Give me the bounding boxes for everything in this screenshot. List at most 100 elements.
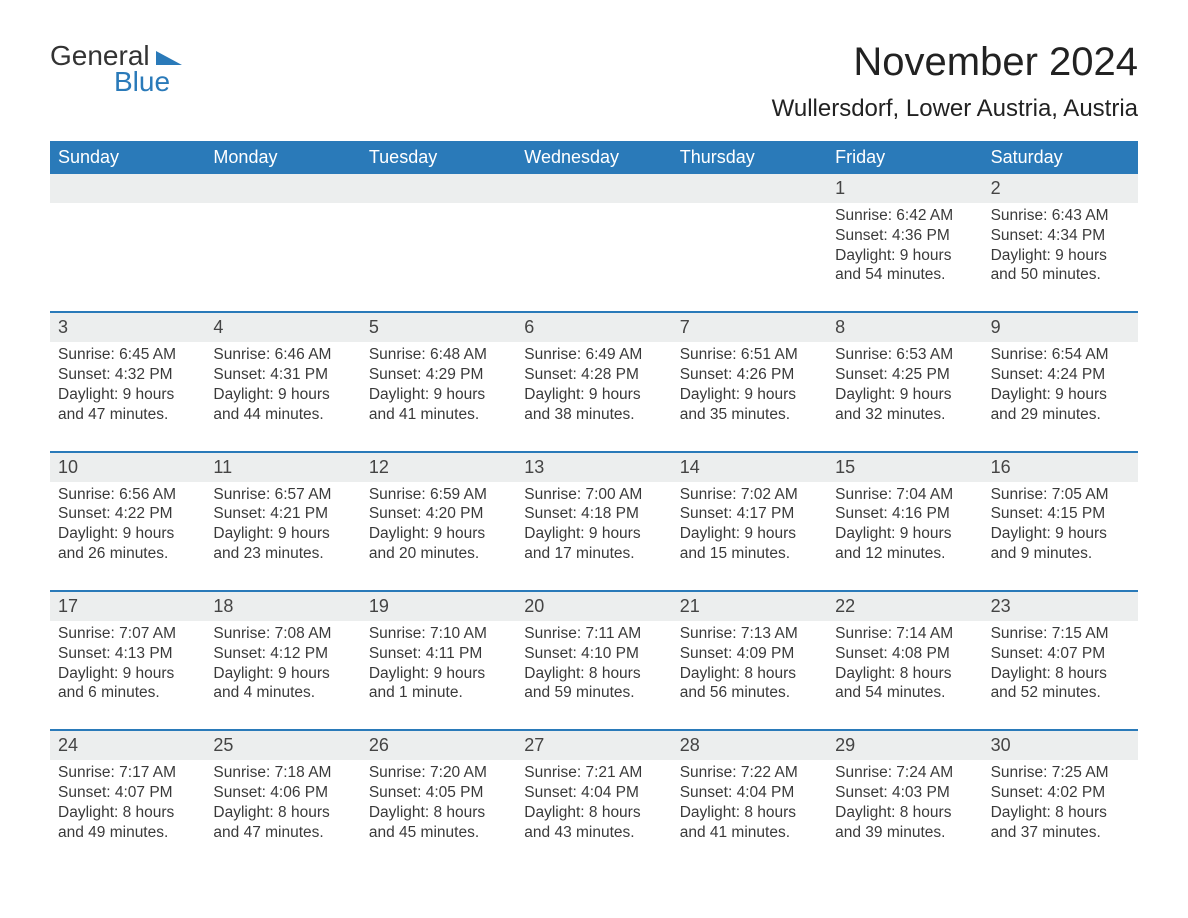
- sunrise-line: Sunrise: 7:05 AM: [991, 486, 1109, 503]
- day-cell: Sunrise: 7:21 AMSunset: 4:04 PMDaylight:…: [516, 760, 671, 850]
- day-info: Sunrise: 6:48 AM Sunset: 4:29 PM Daylight:…: [369, 342, 508, 424]
- logo: General Blue: [50, 40, 182, 98]
- sunset-line: Sunset: 4:16 PM: [835, 505, 950, 522]
- sunset-line: Sunset: 4:22 PM: [58, 505, 173, 522]
- day-info: Sunrise: 6:53 AMSunset: 4:25 PMDaylight:…: [835, 342, 974, 424]
- week-body-row: Sunrise: 6:42 AMSunset: 4:36 PMDaylight:…: [50, 203, 1138, 293]
- day-cell: Sunrise: 6:51 AMSunset: 4:26 PMDaylight:…: [672, 342, 827, 432]
- month-title: November 2024: [772, 40, 1138, 85]
- day-info: Sunrise: 7:00 AMSunset: 4:18 PMDaylight:…: [524, 482, 663, 564]
- day-cell: [50, 203, 205, 293]
- weekday-header-cell: Friday: [827, 141, 982, 174]
- day-cell: Sunrise: 7:05 AMSunset: 4:15 PMDaylight:…: [983, 482, 1138, 572]
- daylight-line: Daylight: 9 hours and 35 minutes.: [680, 386, 796, 423]
- week-daynum-row: 24252627282930: [50, 729, 1138, 760]
- day-number: 23: [991, 594, 1011, 619]
- week-daynum-row: 10111213141516: [50, 451, 1138, 482]
- daylight-line: Daylight: 8 hours and 49 minutes.: [58, 804, 174, 841]
- daynum-cell: [516, 174, 671, 203]
- sunrise-line: Sunrise: 6:48 AM: [369, 346, 487, 363]
- day-cell: Sunrise: 6:53 AMSunset: 4:25 PMDaylight:…: [827, 342, 982, 432]
- daynum-cell: 20: [516, 592, 671, 621]
- sunset-line: Sunset: 4:36 PM: [835, 227, 950, 244]
- sunrise-line: Sunrise: 7:20 AM: [369, 764, 487, 781]
- sunrise-line: Sunrise: 6:46 AM: [213, 346, 331, 363]
- sunrise-line: Sunrise: 6:51 AM: [680, 346, 798, 363]
- sunset-line: Sunset: 4:29 PM: [369, 366, 484, 383]
- day-info: Sunrise: 6:54 AMSunset: 4:24 PMDaylight:…: [991, 342, 1130, 424]
- day-number: 29: [835, 733, 855, 758]
- day-number: 5: [369, 315, 379, 340]
- sunset-line: Sunset: 4:20 PM: [369, 505, 484, 522]
- sunset-line: Sunset: 4:05 PM: [369, 784, 484, 801]
- daynum-cell: 25: [205, 731, 360, 760]
- day-info: Sunrise: 7:07 AMSunset: 4:13 PMDaylight:…: [58, 621, 197, 703]
- sunset-line: Sunset: 4:12 PM: [213, 645, 328, 662]
- day-number: 3: [58, 315, 68, 340]
- week-daynum-row: 17181920212223: [50, 590, 1138, 621]
- weekday-header-cell: Thursday: [672, 141, 827, 174]
- day-cell: Sunrise: 7:25 AM Sunset: 4:02 PM Daylight:…: [983, 760, 1138, 850]
- day-cell: Sunrise: 6:42 AMSunset: 4:36 PMDaylight:…: [827, 203, 982, 293]
- day-info: Sunrise: 7:18 AMSunset: 4:06 PMDaylight:…: [213, 760, 352, 842]
- day-number: 12: [369, 455, 389, 480]
- day-info: Sunrise: 6:45 AMSunset: 4:32 PMDaylight:…: [58, 342, 197, 424]
- day-info: Sunrise: 6:51 AMSunset: 4:26 PMDaylight:…: [680, 342, 819, 424]
- daylight-line: Daylight: 9 hours and 44 minutes.: [213, 386, 329, 423]
- daylight-line: Daylight: 9 hours and 23 minutes.: [213, 525, 329, 562]
- daylight-line: Daylight: 9 hours and 41 minutes.: [369, 386, 485, 423]
- sunrise-line: Sunrise: 7:13 AM: [680, 625, 798, 642]
- day-info: Sunrise: 7:02 AMSunset: 4:17 PMDaylight:…: [680, 482, 819, 564]
- day-cell: Sunrise: 7:11 AMSunset: 4:10 PMDaylight:…: [516, 621, 671, 711]
- day-cell: Sunrise: 7:07 AMSunset: 4:13 PMDaylight:…: [50, 621, 205, 711]
- sunrise-line: Sunrise: 6:53 AM: [835, 346, 953, 363]
- sunrise-line: Sunrise: 6:57 AM: [213, 486, 331, 503]
- daylight-line: Daylight: 9 hours and 12 minutes.: [835, 525, 951, 562]
- sunrise-line: Sunrise: 7:24 AM: [835, 764, 953, 781]
- day-cell: [205, 203, 360, 293]
- week-daynum-row: 12: [50, 174, 1138, 203]
- daynum-cell: 5: [361, 313, 516, 342]
- daylight-line: Daylight: 8 hours and 41 minutes.: [680, 804, 796, 841]
- daynum-cell: 29: [827, 731, 982, 760]
- sunset-line: Sunset: 4:09 PM: [680, 645, 795, 662]
- daynum-cell: 24: [50, 731, 205, 760]
- day-cell: Sunrise: 7:08 AMSunset: 4:12 PMDaylight:…: [205, 621, 360, 711]
- daylight-line: Daylight: 8 hours and 54 minutes.: [835, 665, 951, 702]
- day-info: Sunrise: 7:24 AMSunset: 4:03 PMDaylight:…: [835, 760, 974, 842]
- daylight-line: Daylight: 9 hours and 17 minutes.: [524, 525, 640, 562]
- day-cell: Sunrise: 6:59 AMSunset: 4:20 PMDaylight:…: [361, 482, 516, 572]
- daynum-cell: 18: [205, 592, 360, 621]
- day-number: 7: [680, 315, 690, 340]
- day-cell: Sunrise: 7:14 AMSunset: 4:08 PMDaylight:…: [827, 621, 982, 711]
- day-number: 28: [680, 733, 700, 758]
- daylight-line: Daylight: 8 hours and 59 minutes.: [524, 665, 640, 702]
- daylight-line: Daylight: 8 hours and 37 minutes.: [991, 804, 1107, 841]
- logo-word-blue: Blue: [114, 66, 170, 98]
- daynum-cell: 30: [983, 731, 1138, 760]
- day-number: 16: [991, 455, 1011, 480]
- day-number: 24: [58, 733, 78, 758]
- sunset-line: Sunset: 4:07 PM: [991, 645, 1106, 662]
- daynum-cell: 21: [672, 592, 827, 621]
- day-number: 1: [835, 176, 845, 201]
- day-number: 14: [680, 455, 700, 480]
- day-info: Sunrise: 6:43 AMSunset: 4:34 PMDaylight:…: [991, 203, 1130, 285]
- daynum-cell: 10: [50, 453, 205, 482]
- daylight-line: Daylight: 9 hours and 54 minutes.: [835, 247, 951, 284]
- daynum-cell: 11: [205, 453, 360, 482]
- sunrise-line: Sunrise: 7:21 AM: [524, 764, 642, 781]
- sunrise-line: Sunrise: 7:25 AM: [991, 764, 1109, 781]
- weekday-header-cell: Tuesday: [361, 141, 516, 174]
- day-cell: Sunrise: 7:24 AMSunset: 4:03 PMDaylight:…: [827, 760, 982, 850]
- sunrise-line: Sunrise: 7:22 AM: [680, 764, 798, 781]
- daylight-line: Daylight: 9 hours and 15 minutes.: [680, 525, 796, 562]
- sunset-line: Sunset: 4:06 PM: [213, 784, 328, 801]
- daynum-cell: 1: [827, 174, 982, 203]
- daylight-line: Daylight: 9 hours and 38 minutes.: [524, 386, 640, 423]
- sunset-line: Sunset: 4:02 PM: [991, 784, 1106, 801]
- weekday-header-cell: Monday: [205, 141, 360, 174]
- day-cell: Sunrise: 7:04 AMSunset: 4:16 PMDaylight:…: [827, 482, 982, 572]
- sunset-line: Sunset: 4:34 PM: [991, 227, 1106, 244]
- sunset-line: Sunset: 4:24 PM: [991, 366, 1106, 383]
